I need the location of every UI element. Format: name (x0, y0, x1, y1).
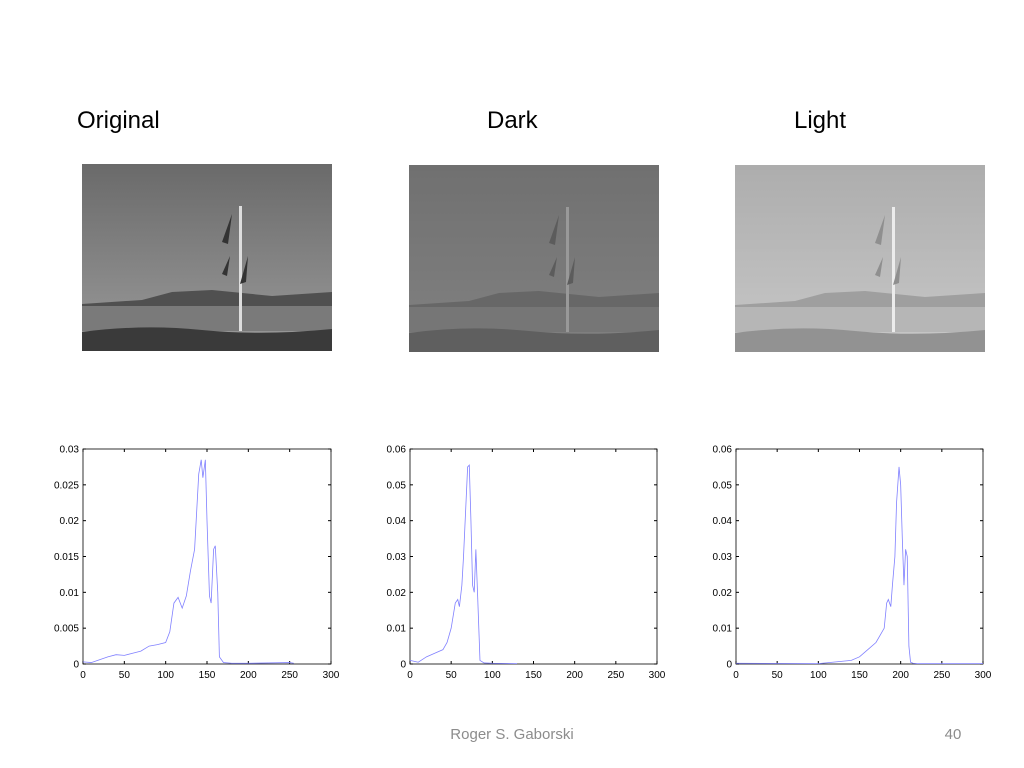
y-tick-label: 0.03 (60, 445, 80, 456)
y-tick-label: 0 (73, 660, 79, 671)
x-tick-label: 250 (607, 670, 624, 681)
x-tick-label: 300 (323, 670, 340, 681)
photo-light-shade (735, 165, 985, 352)
y-tick-label: 0.02 (713, 588, 733, 599)
y-tick-label: 0.05 (713, 480, 733, 491)
x-tick-label: 0 (733, 670, 739, 681)
x-tick-label: 100 (810, 670, 827, 681)
x-tick-label: 300 (975, 670, 992, 681)
x-tick-label: 250 (933, 670, 950, 681)
x-tick-label: 200 (892, 670, 909, 681)
heading: Original (77, 107, 160, 134)
y-tick-label: 0.015 (54, 552, 79, 563)
y-tick-label: 0.04 (387, 516, 407, 527)
plot-frame (409, 448, 658, 665)
x-tick-label: 150 (525, 670, 542, 681)
x-tick-label: 50 (119, 670, 131, 681)
photo-dark-shade (409, 165, 659, 352)
y-tick-label: 0.04 (713, 516, 733, 527)
y-tick-label: 0 (726, 660, 732, 671)
y-tick-label: 0.02 (60, 516, 80, 527)
x-tick-label: 200 (566, 670, 583, 681)
heading: Light (794, 107, 846, 134)
y-tick-label: 0.03 (387, 552, 407, 563)
footer: Roger S. Gaborski (450, 726, 573, 743)
y-tick-label: 0.06 (713, 445, 733, 456)
x-tick-label: 200 (240, 670, 257, 681)
y-tick-label: 0.05 (387, 480, 407, 491)
y-tick-label: 0.005 (54, 624, 79, 635)
y-tick-label: 0.06 (387, 445, 407, 456)
x-tick-label: 300 (649, 670, 666, 681)
x-tick-label: 0 (80, 670, 86, 681)
photo-original (82, 164, 332, 351)
x-tick-label: 250 (281, 670, 298, 681)
x-tick-label: 150 (851, 670, 868, 681)
x-tick-label: 0 (407, 670, 413, 681)
y-tick-label: 0.01 (60, 588, 80, 599)
histogram-line (735, 466, 983, 665)
heading: Dark (487, 107, 539, 134)
histogram-line (82, 459, 294, 664)
y-tick-label: 0.01 (387, 624, 407, 635)
plot-frame (82, 448, 332, 665)
y-tick-label: 0.025 (54, 480, 79, 491)
y-tick-label: 0.03 (713, 552, 733, 563)
x-tick-label: 150 (199, 670, 216, 681)
histogram-line (409, 464, 518, 665)
y-tick-label: 0.01 (713, 624, 733, 635)
y-tick-label: 0 (400, 660, 406, 671)
x-tick-label: 50 (446, 670, 458, 681)
page-number: 40 (945, 726, 962, 743)
x-tick-label: 100 (484, 670, 501, 681)
plot-frame (735, 448, 984, 665)
x-tick-label: 100 (157, 670, 174, 681)
y-tick-label: 0.02 (387, 588, 407, 599)
x-tick-label: 50 (772, 670, 784, 681)
